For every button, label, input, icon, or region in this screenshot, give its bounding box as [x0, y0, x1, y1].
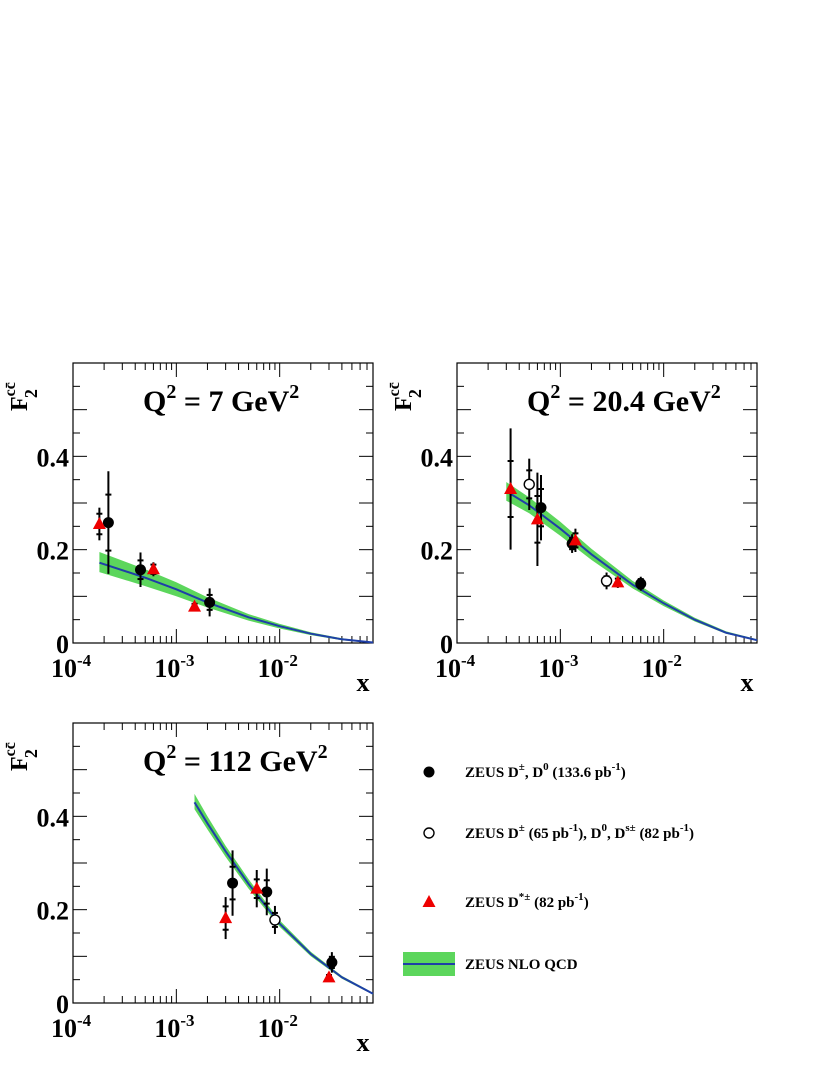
x-tick-label: 10-2 [258, 651, 298, 683]
data-point-filled-circle [261, 886, 273, 898]
legend-label: ZEUS D*± (82 pb-1) [465, 891, 589, 911]
y-tick-label: 0 [440, 630, 453, 659]
y-axis-title: Fcc̄ 2 [386, 382, 425, 411]
y-tick-label: 0.2 [37, 537, 70, 566]
y-tick-label: 0.2 [421, 537, 454, 566]
x-axis-title: x [741, 668, 754, 697]
x-tick-label: 10-4 [51, 651, 92, 683]
data-point-open-circle [523, 478, 535, 491]
legend-item-red-triangle: ZEUS D*± (82 pb-1) [422, 891, 589, 911]
data-point-red-triangle [504, 482, 518, 494]
legend-item-open-circle: ZEUS D± (65 pb-1), D0, Ds± (82 pb-1) [423, 822, 694, 842]
y-tick-label: 0.2 [37, 897, 70, 926]
legend: ZEUS D±, D0 (133.6 pb-1) ZEUS D± (65 pb-1… [403, 761, 694, 976]
x-axis-title: x [357, 668, 370, 697]
data-point-filled-circle [227, 877, 239, 889]
data-point-red-triangle [188, 599, 202, 612]
data-point-filled-circle [102, 517, 114, 529]
legend-label: ZEUS D±, D0 (133.6 pb-1) [465, 761, 626, 781]
data-point-red-triangle [219, 911, 233, 924]
data-point-open-circle [600, 575, 613, 587]
data-point-filled-circle [204, 596, 216, 608]
x-tick-label: 10-3 [154, 651, 194, 683]
nlo-qcd-band [194, 793, 373, 995]
y-tick-label: 0.4 [37, 803, 70, 832]
data-point-red-triangle [611, 575, 625, 588]
data-point-red-triangle [250, 881, 264, 894]
data-point-red-triangle [92, 517, 106, 529]
x-tick-label: 10-3 [538, 651, 578, 683]
nlo-qcd-line [505, 490, 758, 642]
chart-panel-q2-20.4: 0 0.2 0.4 10-4 10-3 10-2 x Fcc̄ 2 Q2 = 20.4 GeV2 [386, 362, 758, 697]
nlo-qcd-line [193, 801, 374, 995]
legend-marker [423, 766, 435, 778]
data-point-red-triangle [530, 512, 544, 525]
legend-label: ZEUS NLO QCD [465, 957, 578, 973]
y-tick-label: 0 [56, 990, 69, 1019]
x-tick-label: 10-2 [258, 1011, 298, 1043]
y-axis-title: Fcc̄ 2 [2, 382, 41, 411]
legend-label: ZEUS D± (65 pb-1), D0, Ds± (82 pb-1) [465, 822, 694, 842]
data-point-red-triangle [146, 562, 160, 575]
panel-title: Q2 = 112 GeV2 [143, 741, 328, 778]
x-tick-label: 10-4 [51, 1011, 92, 1043]
data-point-red-triangle [568, 533, 582, 546]
legend-item-filled-circle: ZEUS D±, D0 (133.6 pb-1) [423, 761, 626, 781]
chart-panel-q2-112: 0 0.2 0.4 10-4 10-3 10-2 x Fcc̄ 2 Q2 = 112 GeV2 [2, 722, 374, 1057]
legend-marker [422, 895, 436, 907]
x-tick-label: 10-2 [642, 651, 682, 683]
data-point-filled-circle [326, 956, 338, 968]
data-point-filled-circle [135, 564, 147, 576]
panel-title: Q2 = 20.4 GeV2 [527, 381, 721, 418]
x-tick-label: 10-4 [435, 651, 476, 683]
y-tick-label: 0.4 [37, 443, 70, 472]
data-point-open-circle [269, 914, 281, 926]
x-tick-label: 10-3 [154, 1011, 194, 1043]
nlo-qcd-line [99, 561, 374, 644]
y-tick-label: 0 [56, 630, 69, 659]
legend-marker [423, 827, 435, 839]
y-axis-title: Fcc̄ 2 [2, 742, 41, 771]
panel-title: Q2 = 7 GeV2 [143, 381, 299, 418]
data-point-red-triangle [322, 970, 336, 983]
x-axis-title: x [357, 1028, 370, 1057]
legend-item-band: ZEUS NLO QCD [403, 952, 578, 976]
y-tick-label: 0.4 [421, 443, 454, 472]
data-point-filled-circle [635, 578, 647, 590]
chart-panel-q2-7: 0 0.2 0.4 10-4 10-3 10-2 x Fcc̄ 2 Q2 = 7 GeV2 [2, 362, 374, 697]
